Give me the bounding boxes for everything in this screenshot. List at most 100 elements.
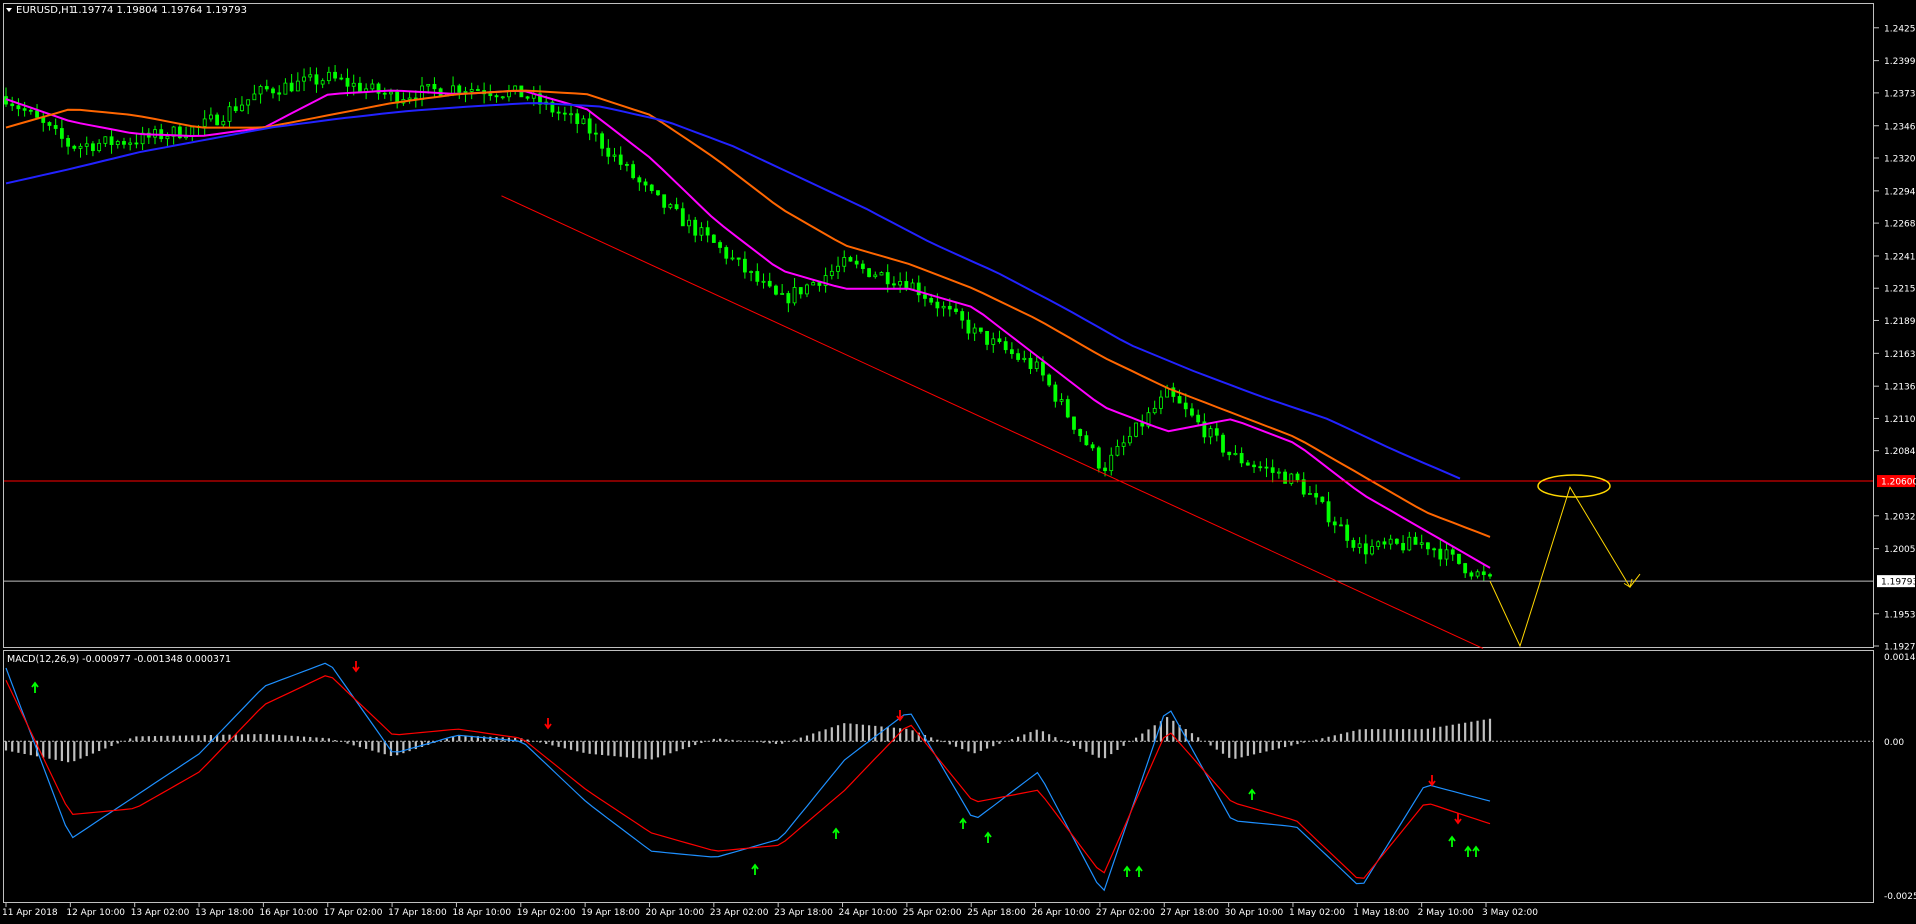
candle-body xyxy=(1488,574,1492,577)
candle-body xyxy=(1339,524,1343,527)
candle-body xyxy=(625,164,629,166)
candle-body xyxy=(314,74,319,85)
candle-body xyxy=(202,118,207,127)
macd-axis: 0.00143 0.00 -0.002599 xyxy=(1884,653,1916,902)
candle-body xyxy=(1401,543,1405,551)
candle-body xyxy=(1034,361,1039,369)
candle-body xyxy=(1295,473,1300,481)
hline-price-label: 1.20600 xyxy=(1881,478,1916,488)
candle-body xyxy=(860,263,865,269)
time-label: 24 Apr 10:00 xyxy=(839,908,898,918)
candle-body xyxy=(1221,434,1225,453)
arrow-up-icon xyxy=(1135,865,1143,877)
candle-body xyxy=(668,204,673,208)
candle-body xyxy=(873,274,878,278)
candle-body xyxy=(525,96,530,99)
chart-drawings[interactable] xyxy=(4,195,1873,649)
candle-body xyxy=(209,114,213,120)
time-label: 27 Apr 02:00 xyxy=(1096,908,1155,918)
candle-body xyxy=(966,319,971,334)
time-label: 25 Apr 02:00 xyxy=(903,908,962,918)
moving-averages xyxy=(5,89,1491,569)
price-label: 1.19530 xyxy=(1884,610,1916,620)
candle-body xyxy=(109,136,114,145)
candle-body xyxy=(842,257,847,267)
candle-body xyxy=(432,83,437,90)
candle-body xyxy=(1351,540,1356,548)
candle-body xyxy=(687,219,691,227)
candle-body xyxy=(488,93,493,97)
candle-body xyxy=(637,177,642,183)
candle-body xyxy=(1115,445,1120,456)
price-label: 1.22155 xyxy=(1884,285,1916,295)
candle-body xyxy=(283,82,288,95)
candle-body xyxy=(91,143,95,152)
candle-body xyxy=(656,190,660,196)
candle-body xyxy=(811,282,816,286)
hline-price-tag xyxy=(1877,475,1915,488)
candle-body xyxy=(848,257,853,262)
candle-body xyxy=(618,154,623,165)
candle-body xyxy=(761,280,766,283)
candlesticks xyxy=(4,65,1492,582)
arrow-head xyxy=(1464,845,1472,852)
price-label: 1.20845 xyxy=(1884,447,1916,457)
candle-body xyxy=(575,113,580,125)
price-label: 1.19270 xyxy=(1884,643,1916,653)
candle-body xyxy=(1276,471,1281,474)
candle-body xyxy=(923,294,927,299)
price-label: 1.22940 xyxy=(1884,187,1916,197)
candle-body xyxy=(649,184,654,192)
candle-body xyxy=(879,272,884,276)
candle-body xyxy=(749,271,754,273)
price-axis: 1.24255 1.23990 1.23730 1.23465 1.23205 1.229… xyxy=(1874,24,1916,653)
macd-axis-label: 0.00143 xyxy=(1884,653,1916,663)
dropdown-triangle-icon[interactable] xyxy=(6,8,12,12)
candle-body xyxy=(122,141,126,145)
candle-body xyxy=(867,268,871,278)
candle-body xyxy=(72,145,77,149)
candle-body xyxy=(1345,524,1350,541)
candle-body xyxy=(302,76,306,82)
time-label: 13 Apr 18:00 xyxy=(195,908,254,918)
candle-body xyxy=(333,71,337,79)
candle-body xyxy=(128,142,133,145)
candle-body xyxy=(165,135,170,140)
candle-body xyxy=(1084,435,1089,446)
candle-body xyxy=(221,120,226,126)
candle-body xyxy=(326,71,331,82)
candle-body xyxy=(954,308,958,312)
candle-body xyxy=(1183,402,1188,410)
arrow-head xyxy=(984,831,992,838)
candle-body xyxy=(997,338,1002,342)
arrow-down-icon xyxy=(352,661,360,673)
candle-body xyxy=(916,282,921,296)
time-label: 3 May 02:00 xyxy=(1482,908,1538,918)
candle-body xyxy=(358,82,362,92)
candle-body xyxy=(941,305,946,309)
candle-body xyxy=(103,136,108,144)
arrow-head xyxy=(751,863,759,870)
candle-body xyxy=(854,260,859,265)
candle-body xyxy=(562,112,567,115)
price-label: 1.23990 xyxy=(1884,57,1916,67)
candle-body xyxy=(929,298,934,303)
candle-body xyxy=(115,141,120,145)
candle-body xyxy=(1208,428,1213,438)
candle-body xyxy=(1258,466,1263,469)
candle-body xyxy=(643,181,648,186)
candle-body xyxy=(581,118,586,125)
candle-body xyxy=(469,89,474,92)
candle-body xyxy=(277,92,282,95)
candle-body xyxy=(345,77,350,87)
candle-body xyxy=(84,143,89,147)
candle-body xyxy=(1059,399,1064,402)
candle-body xyxy=(289,82,294,92)
arrow-up-icon xyxy=(751,863,759,875)
time-label: 19 Apr 02:00 xyxy=(517,908,576,918)
candle-body xyxy=(1196,414,1201,423)
candle-body xyxy=(1413,536,1418,545)
candle-body xyxy=(1301,479,1306,495)
candle-body xyxy=(59,128,64,139)
arrow-head xyxy=(832,827,840,834)
